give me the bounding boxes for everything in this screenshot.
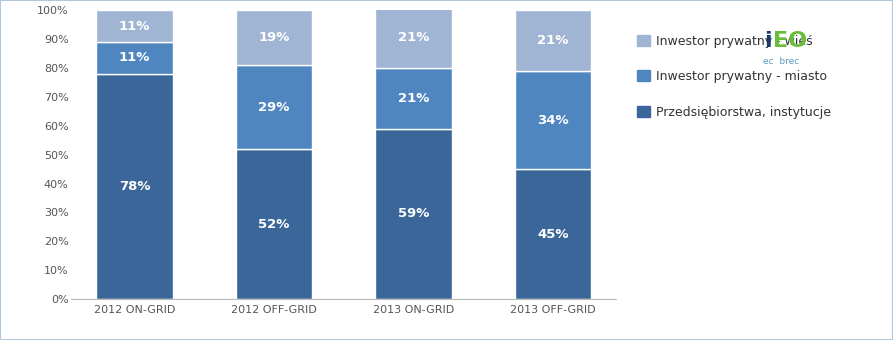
- Bar: [236, 149, 313, 299]
- Bar: [514, 169, 591, 299]
- Bar: [375, 68, 452, 129]
- Bar: [236, 10, 313, 65]
- Text: 45%: 45%: [538, 228, 569, 241]
- Text: 21%: 21%: [398, 92, 430, 105]
- Text: ec  brec: ec brec: [764, 57, 799, 66]
- Text: 59%: 59%: [398, 207, 430, 220]
- Text: 78%: 78%: [119, 180, 150, 193]
- Text: i: i: [764, 31, 772, 51]
- Bar: [514, 71, 591, 169]
- Text: 19%: 19%: [258, 31, 289, 44]
- Bar: [96, 10, 173, 42]
- Text: 21%: 21%: [538, 34, 569, 47]
- Bar: [375, 7, 452, 68]
- Text: 52%: 52%: [258, 218, 289, 231]
- Bar: [514, 10, 591, 71]
- Bar: [375, 129, 452, 299]
- Bar: [96, 42, 173, 74]
- Text: 21%: 21%: [398, 31, 430, 44]
- Text: 34%: 34%: [538, 114, 569, 126]
- Legend: Inwestor prywatny - wieś, Inwestor prywatny - miasto, Przedsiębiorstwa, instytuc: Inwestor prywatny - wieś, Inwestor prywa…: [633, 31, 835, 122]
- Text: 11%: 11%: [119, 51, 150, 64]
- Text: 11%: 11%: [119, 20, 150, 33]
- Bar: [96, 74, 173, 299]
- Text: 29%: 29%: [258, 101, 289, 114]
- Bar: [236, 65, 313, 149]
- Text: EO: EO: [773, 31, 807, 51]
